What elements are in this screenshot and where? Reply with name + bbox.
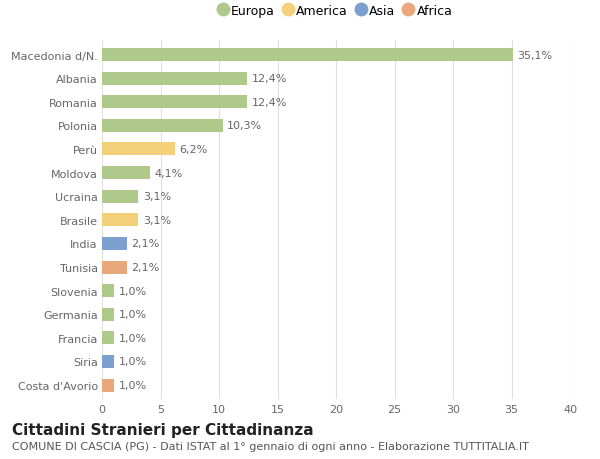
Bar bbox=[102, 214, 138, 227]
Text: 12,4%: 12,4% bbox=[252, 74, 287, 84]
Text: 1,0%: 1,0% bbox=[118, 309, 146, 319]
Bar bbox=[102, 379, 114, 392]
Text: 2,1%: 2,1% bbox=[131, 263, 160, 273]
Bar bbox=[102, 49, 512, 62]
Bar bbox=[102, 120, 223, 133]
Text: 1,0%: 1,0% bbox=[118, 333, 146, 343]
Bar bbox=[102, 73, 247, 85]
Text: 35,1%: 35,1% bbox=[517, 50, 553, 61]
Bar bbox=[102, 355, 114, 368]
Bar bbox=[102, 167, 150, 179]
Text: Cittadini Stranieri per Cittadinanza: Cittadini Stranieri per Cittadinanza bbox=[12, 422, 314, 437]
Text: 12,4%: 12,4% bbox=[252, 98, 287, 107]
Bar bbox=[102, 143, 175, 156]
Text: 1,0%: 1,0% bbox=[118, 286, 146, 296]
Bar bbox=[102, 237, 127, 250]
Text: 3,1%: 3,1% bbox=[143, 192, 171, 202]
Text: 2,1%: 2,1% bbox=[131, 239, 160, 249]
Text: 3,1%: 3,1% bbox=[143, 215, 171, 225]
Text: 1,0%: 1,0% bbox=[118, 380, 146, 390]
Text: 4,1%: 4,1% bbox=[155, 168, 183, 178]
Text: 6,2%: 6,2% bbox=[179, 145, 208, 155]
Text: 1,0%: 1,0% bbox=[118, 357, 146, 367]
Bar bbox=[102, 261, 127, 274]
Text: COMUNE DI CASCIA (PG) - Dati ISTAT al 1° gennaio di ogni anno - Elaborazione TUT: COMUNE DI CASCIA (PG) - Dati ISTAT al 1°… bbox=[12, 441, 529, 451]
Text: 10,3%: 10,3% bbox=[227, 121, 262, 131]
Bar bbox=[102, 96, 247, 109]
Bar bbox=[102, 190, 138, 203]
Bar bbox=[102, 308, 114, 321]
Legend: Europa, America, Asia, Africa: Europa, America, Asia, Africa bbox=[216, 1, 456, 22]
Bar bbox=[102, 285, 114, 297]
Bar bbox=[102, 331, 114, 345]
